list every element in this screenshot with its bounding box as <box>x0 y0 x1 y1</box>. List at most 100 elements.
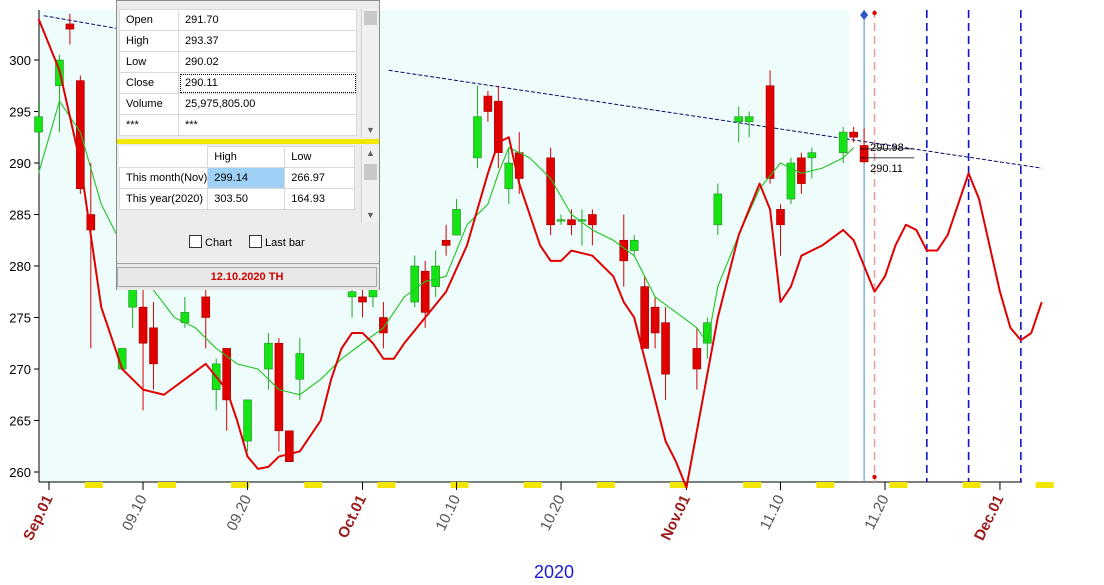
candle-body <box>379 317 388 334</box>
candle-body <box>494 100 503 153</box>
ohlc-row: *** *** <box>119 114 357 136</box>
ohlc-value: 291.70 <box>178 9 357 31</box>
chart-checkbox[interactable]: Chart <box>189 235 232 249</box>
candle-body <box>807 152 817 159</box>
candle-body <box>786 162 796 200</box>
x-tick-label: 11.20 <box>861 492 892 532</box>
candle-body <box>65 23 75 30</box>
candle-body <box>264 342 273 370</box>
candle-body <box>556 219 566 222</box>
candle-body <box>431 265 440 287</box>
x-tick-label: 09.20 <box>223 492 255 533</box>
week-marker <box>670 482 688 488</box>
ohlc-label: Low <box>119 51 179 73</box>
x-tick-label: Oct.01 <box>335 492 370 541</box>
chevron-up-icon[interactable]: ▲ <box>366 148 375 158</box>
x-tick-label: 11.10 <box>757 492 788 532</box>
range-scroll-thumb[interactable] <box>364 164 377 180</box>
x-tick-label: Dec.01 <box>971 492 1007 543</box>
candle-body <box>567 219 576 226</box>
candle-body <box>546 157 555 226</box>
ohlc-scrollbar[interactable]: ▼ <box>361 9 379 137</box>
candle-body <box>243 399 252 442</box>
indicator-lines <box>37 18 1043 489</box>
plot-background-future <box>849 10 1022 482</box>
forecast-line <box>37 18 1043 489</box>
info-panel[interactable]: Open 291.70 High 293.37 Low 290.02 Close 290.11… <box>116 0 380 290</box>
ohlc-row: Close 290.11 <box>119 72 357 94</box>
week-marker <box>450 482 469 488</box>
week-marker <box>377 482 396 488</box>
week-marker <box>523 482 542 488</box>
year-label: 2020 <box>534 562 575 582</box>
candle-body <box>483 95 493 112</box>
week-marker <box>596 482 615 488</box>
week-marker <box>157 482 176 488</box>
ohlc-label: High <box>119 30 179 52</box>
range-year-low: 164.93 <box>284 188 355 210</box>
ohlc-table: Open 291.70 High 293.37 Low 290.02 Close 290.11… <box>119 9 357 136</box>
candle-body <box>34 116 43 133</box>
ohlc-row: Low 290.02 <box>119 51 357 73</box>
candle-body <box>441 239 451 246</box>
range-label-year: This year(2020) <box>118 188 209 210</box>
range-header-high: High <box>207 146 286 168</box>
price-labels: 290.98 290.11 <box>860 142 915 175</box>
candle-body <box>295 353 305 380</box>
y-tick-label: 285 <box>9 208 31 223</box>
lastbar-checkbox-label[interactable]: Last bar <box>264 237 305 249</box>
ohlc-scroll-thumb[interactable] <box>364 11 377 25</box>
week-marker <box>231 482 250 488</box>
x-axis-labels: Sep.01 09.10 09.20 Oct.01 10.10 10.20 Nov.01 11… <box>20 482 1008 543</box>
candle-body <box>849 131 858 138</box>
ohlc-label: Open <box>119 9 179 31</box>
marker-dot-icon <box>872 10 877 16</box>
y-tick-label: 300 <box>9 53 31 68</box>
ohlc-label: Volume <box>119 93 179 115</box>
range-table: High Low This month(Nov) 299.14 266.97 T… <box>118 146 355 210</box>
ohlc-label: Close <box>119 72 179 94</box>
candle-body <box>692 348 702 370</box>
y-tick-label: 270 <box>9 362 31 377</box>
checkbox-icon[interactable] <box>189 235 202 248</box>
range-month-high: 299.14 <box>207 167 286 189</box>
x-tick-label: 10.10 <box>432 492 464 533</box>
ohlc-label: *** <box>119 114 179 136</box>
lastbar-checkbox[interactable]: Last bar <box>248 235 305 249</box>
range-scrollbar[interactable]: ▲ ▼ <box>361 146 379 222</box>
range-header-low: Low <box>284 146 355 168</box>
range-label-month: This month(Nov) <box>118 167 209 189</box>
y-tick-label: 290 <box>9 156 31 171</box>
ohlc-value: *** <box>178 114 357 136</box>
ohlc-row: Open 291.70 <box>119 9 357 31</box>
x-tick-label: 09.10 <box>119 492 151 533</box>
candle-body <box>76 80 85 190</box>
candle-body <box>838 131 848 154</box>
candle-body <box>285 430 294 462</box>
moving-average-line <box>38 100 855 396</box>
y-tick-label: 275 <box>9 311 31 326</box>
week-marker <box>84 482 103 488</box>
candle-body <box>410 265 420 303</box>
chevron-down-icon[interactable]: ▼ <box>366 125 375 135</box>
y-tick-label: 265 <box>9 414 31 429</box>
candle-body <box>358 296 367 303</box>
candle-body <box>650 306 660 334</box>
trend-line <box>388 69 1042 169</box>
candle-body <box>797 157 806 184</box>
candle-body <box>452 209 461 236</box>
candle-body <box>588 214 597 226</box>
candle-body <box>640 286 649 349</box>
checkbox-icon[interactable] <box>248 235 262 248</box>
week-marker <box>743 482 762 488</box>
week-marker <box>304 482 323 488</box>
candle-body <box>138 306 148 344</box>
chart-checkbox-label[interactable]: Chart <box>205 237 232 249</box>
candle-body <box>713 193 723 226</box>
chevron-down-icon[interactable]: ▼ <box>366 210 375 220</box>
candle-body <box>661 322 670 375</box>
candle-body <box>504 162 514 190</box>
ohlc-row: High 293.37 <box>119 30 357 52</box>
candle-body <box>577 219 587 222</box>
ohlc-value: 293.37 <box>178 30 357 52</box>
